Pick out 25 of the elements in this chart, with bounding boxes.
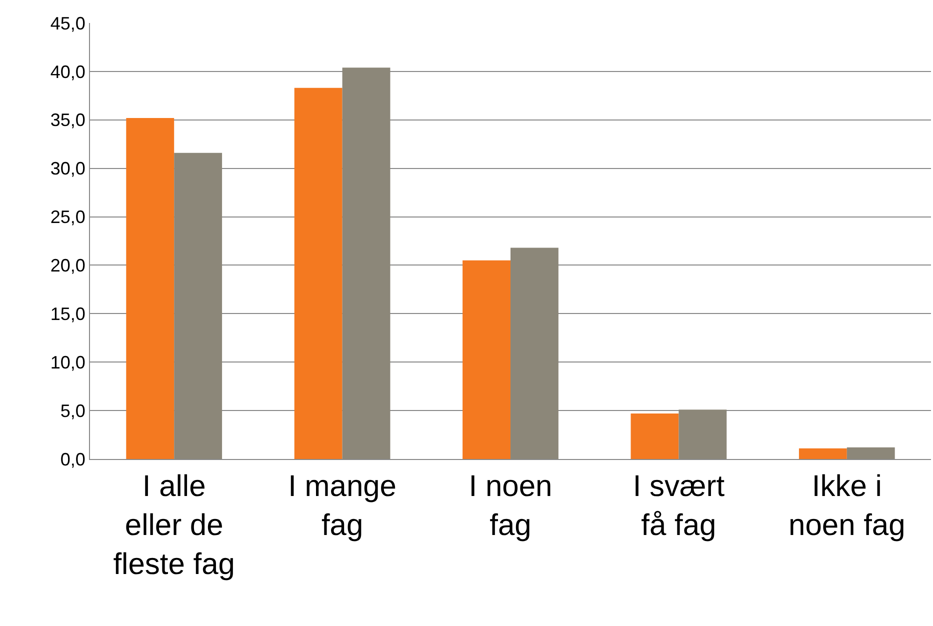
bar xyxy=(294,88,342,459)
x-tick-label: I noen fag xyxy=(468,470,552,542)
bar xyxy=(174,152,222,459)
bar xyxy=(846,447,895,459)
y-tick-label: 45,0 xyxy=(50,13,86,34)
bar xyxy=(678,410,727,459)
bar xyxy=(342,68,390,459)
bar xyxy=(798,448,847,459)
y-tick-label: 40,0 xyxy=(50,62,86,82)
y-tick-label: 5,0 xyxy=(60,400,86,421)
bar xyxy=(630,413,679,459)
y-tick-label: 15,0 xyxy=(50,304,86,324)
x-tick-label: I svært få fag xyxy=(632,470,726,542)
y-tick-label: 10,0 xyxy=(50,352,86,372)
x-tick-label: I mange fag xyxy=(288,470,397,542)
y-tick-label: 25,0 xyxy=(50,207,86,228)
bar xyxy=(126,118,174,459)
bar xyxy=(462,260,510,459)
y-tick-label: 0,0 xyxy=(60,449,86,470)
y-tick-label: 20,0 xyxy=(50,256,86,276)
x-tick-label: Ikke i noen fag xyxy=(788,470,906,542)
y-tick-label: 35,0 xyxy=(50,110,86,130)
y-tick-label: 30,0 xyxy=(50,158,86,179)
x-tick-label: I alle eller de fleste fag xyxy=(113,470,235,581)
bar xyxy=(510,248,558,459)
